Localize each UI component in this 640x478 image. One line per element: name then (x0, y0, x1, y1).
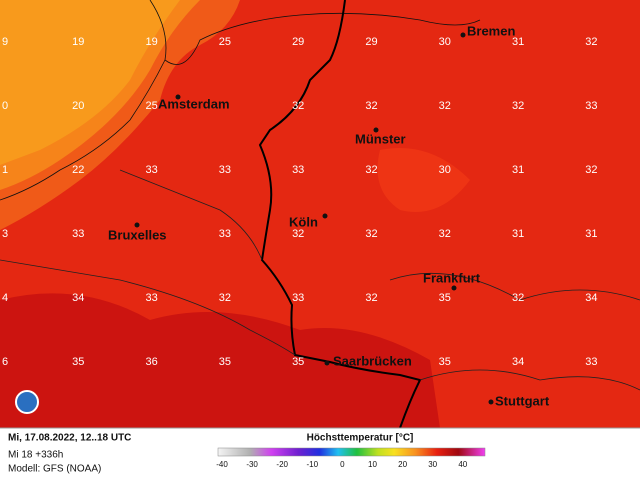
grid-value: 32 (585, 164, 597, 176)
grid-value: 6 (2, 356, 8, 368)
grid-value: 31 (585, 228, 597, 240)
city-label: Saarbrücken (333, 353, 412, 368)
grid-value: 19 (145, 36, 157, 48)
grid-value: 25 (145, 100, 157, 112)
grid-value: 32 (365, 292, 377, 304)
grid-value: 30 (439, 36, 451, 48)
grid-value: 35 (439, 356, 451, 368)
run: Mi 18 +336h (8, 450, 63, 461)
grid-value: 35 (219, 356, 231, 368)
grid-value: 32 (365, 100, 377, 112)
grid-value: 29 (365, 36, 377, 48)
colorbar (217, 447, 486, 457)
city-dot (460, 32, 466, 38)
legend-title: Höchsttemperatur [°C] (307, 433, 414, 444)
grid-value: 32 (439, 100, 451, 112)
grid-value: 31 (512, 164, 524, 176)
grid-value: 31 (512, 228, 524, 240)
grid-value: 35 (439, 292, 451, 304)
colorbar-tick-label: 20 (398, 460, 407, 469)
colorbar-tick-label: -30 (246, 460, 258, 469)
map (0, 0, 640, 429)
border (0, 259, 296, 356)
colorbar-tick-label: 10 (368, 460, 377, 469)
grid-value: 32 (439, 228, 451, 240)
grid-value: 33 (585, 100, 597, 112)
grid-value: 32 (585, 36, 597, 48)
coastline (0, 59, 166, 201)
grid-value: 0 (2, 100, 8, 112)
date: Mi, 17.08.2022, 12..18 UTC (8, 433, 131, 444)
grid-value: 9 (2, 36, 8, 48)
city-dot (324, 360, 330, 366)
city-label: Frankfurt (423, 270, 481, 285)
cool-zone (377, 148, 470, 212)
grid-value: 34 (72, 292, 84, 304)
grid-value: 30 (439, 164, 451, 176)
border (419, 369, 640, 391)
city-label: Köln (289, 214, 318, 229)
city-dot (488, 399, 494, 405)
border (119, 169, 263, 261)
colorbar-tick-label: 0 (340, 460, 345, 469)
hot-zone (0, 293, 440, 428)
city-label: Münster (355, 131, 406, 146)
grid-value: 36 (145, 356, 157, 368)
coastline (149, 0, 481, 65)
city-dot (451, 285, 457, 291)
city-label: Bruxelles (108, 227, 167, 242)
city-dot (134, 222, 140, 228)
grid-value: 31 (512, 36, 524, 48)
grid-value: 33 (145, 164, 157, 176)
colorbar-tick-label: 40 (458, 460, 467, 469)
grid-value: 32 (512, 100, 524, 112)
grid-value: 34 (585, 292, 597, 304)
colorbar-ticks: -40 -30 -20 -10 0 10 20 30 40 (216, 460, 468, 469)
city-dot (322, 213, 328, 219)
grid-value: 32 (292, 100, 304, 112)
grid-values: 9 19 19 25 29 29 30 31 320 20 25 32 32 32 32 331 22 33 33 3… (2, 36, 598, 368)
grid-value: 34 (512, 356, 524, 368)
sea-zone (0, 0, 180, 165)
logo (15, 390, 39, 414)
grid-value: 33 (292, 292, 304, 304)
grid-value: 32 (365, 228, 377, 240)
cities: Bremen Amsterdam Münster Köln Bruxelles Frank… (108, 23, 550, 408)
grid-value: 32 (292, 228, 304, 240)
colorbar-tick-label: -40 (216, 460, 228, 469)
grid-value: 32 (512, 292, 524, 304)
grid-value: 35 (292, 356, 304, 368)
grid-value: 22 (72, 164, 84, 176)
grid-value: 33 (145, 292, 157, 304)
grid-value: 35 (72, 356, 84, 368)
city-dot (373, 127, 379, 133)
city-label: Bremen (467, 23, 515, 38)
grid-value: 1 (2, 164, 8, 176)
grid-value: 33 (585, 356, 597, 368)
grid-value: 33 (72, 228, 84, 240)
grid-value: 32 (365, 164, 377, 176)
colorbar-tick-label: 30 (428, 460, 437, 469)
grid-value: 33 (292, 164, 304, 176)
colorbar-tick-label: -20 (276, 460, 288, 469)
grid-value: 3 (2, 228, 8, 240)
city-label: Stuttgart (495, 393, 550, 408)
grid-value: 33 (219, 228, 231, 240)
grid-value: 4 (2, 292, 8, 304)
grid-value: 25 (219, 36, 231, 48)
model: Modell: GFS (NOAA) (8, 464, 101, 475)
border (389, 272, 640, 301)
city-label: Amsterdam (158, 96, 230, 111)
grid-value: 29 (292, 36, 304, 48)
grid-value: 19 (72, 36, 84, 48)
city-dot (175, 94, 181, 100)
colorbar-tick-label: -10 (307, 460, 319, 469)
grid-value: 32 (219, 292, 231, 304)
grid-value: 20 (72, 100, 84, 112)
grid-value: 33 (219, 164, 231, 176)
